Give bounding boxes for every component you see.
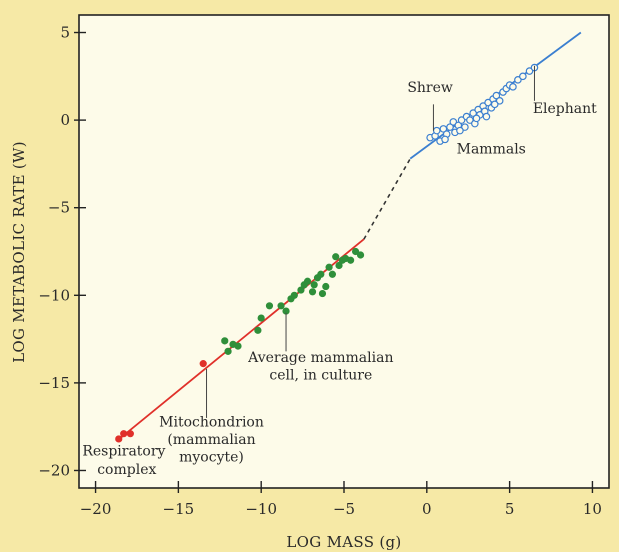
green-data-point [347, 256, 355, 264]
x-tick-label: 5 [505, 500, 515, 518]
annotation-mitochondrion-line3: myocyte) [179, 450, 244, 466]
blue-data-point [490, 100, 499, 109]
green-data-point [303, 277, 312, 285]
green-data-point [297, 286, 305, 294]
blue-data-point [519, 72, 527, 81]
blue-data-point [472, 114, 481, 123]
blue-data-point [439, 125, 448, 133]
blue-data-point [449, 118, 458, 126]
y-tick-label: −20 [38, 461, 70, 479]
blue-data-point [441, 135, 449, 144]
green-data-point [221, 337, 229, 345]
annotation-mitochondrion-line2: (mammalian [167, 432, 255, 448]
annotation-avg-cell-line2: cell, in culture [269, 367, 372, 383]
green-data-point [308, 288, 317, 296]
green-data-point [322, 282, 330, 291]
red-data-point [126, 430, 134, 438]
green-data-point [318, 289, 327, 298]
blue-data-point [525, 67, 534, 75]
blue-data-point [457, 116, 466, 124]
green-data-point [290, 291, 298, 299]
annotation-respiratory-line2: complex [97, 462, 156, 478]
green-data-point [351, 247, 360, 256]
annotation-leaders [206, 65, 535, 418]
y-tick-label: 5 [60, 24, 70, 42]
red-data-point [115, 435, 123, 443]
blue-data-point [484, 98, 492, 107]
green-data-point [325, 263, 333, 271]
y-tick-label: 0 [60, 111, 70, 129]
x-tick-label: −20 [80, 500, 112, 518]
annotations: Respiratory complex Mitochondrion(mammalia… [82, 80, 597, 478]
blue-data-point [456, 126, 464, 135]
green-data-point [257, 314, 265, 322]
x-axis-title: LOG MASS (g) [286, 533, 401, 551]
y-tick-label: −5 [48, 199, 70, 217]
axis-ticks: −20 −15 −10 −5 0 5 10 5 0 −5 −10 −15 −20 [38, 24, 602, 518]
x-tick-label: −10 [245, 500, 277, 518]
x-tick-label: −15 [163, 500, 195, 518]
annotation-shrew: Shrew [407, 80, 453, 96]
blue-data-point [469, 109, 477, 117]
blue-data-point [492, 91, 501, 100]
green-data-point [254, 326, 262, 334]
annotation-mammals: Mammals [457, 141, 526, 157]
y-axis-title: LOG METABOLIC RATE (W) [10, 141, 28, 363]
plot-area [78, 14, 610, 489]
blue-data-point [461, 123, 469, 131]
blue-data-point [482, 112, 491, 121]
green-data-point [310, 281, 318, 289]
green-data-point [328, 270, 337, 278]
red-data-point [120, 430, 128, 438]
blue-data-point [432, 126, 441, 135]
annotation-avg-cell-line1: Average mammalian [247, 350, 393, 366]
x-tick-label: 0 [422, 500, 432, 518]
green-data-point [224, 347, 232, 355]
y-tick-label: −15 [38, 374, 70, 392]
blue-data-point [495, 97, 504, 105]
annotation-respiratory-line1: Respiratory [82, 444, 165, 460]
x-tick-label: 10 [583, 500, 602, 518]
blue-data-point [446, 123, 454, 131]
red-data-point [199, 360, 207, 368]
green-data-point [277, 302, 285, 310]
green-data-point [335, 261, 343, 270]
data-points [115, 63, 539, 443]
blue-data-point [466, 116, 474, 124]
blue-data-point [509, 83, 517, 91]
green-data-point [356, 251, 365, 259]
green-data-point [265, 302, 274, 310]
annotation-elephant: Elephant [533, 101, 597, 117]
green-data-point [234, 342, 242, 350]
annotation-mitochondrion-line1: Mitochondrion [159, 415, 264, 431]
y-tick-label: −10 [38, 286, 70, 304]
blue-data-point [514, 76, 522, 84]
green-data-point [317, 270, 325, 278]
x-tick-label: −5 [333, 500, 355, 518]
green-data-point [332, 253, 340, 261]
